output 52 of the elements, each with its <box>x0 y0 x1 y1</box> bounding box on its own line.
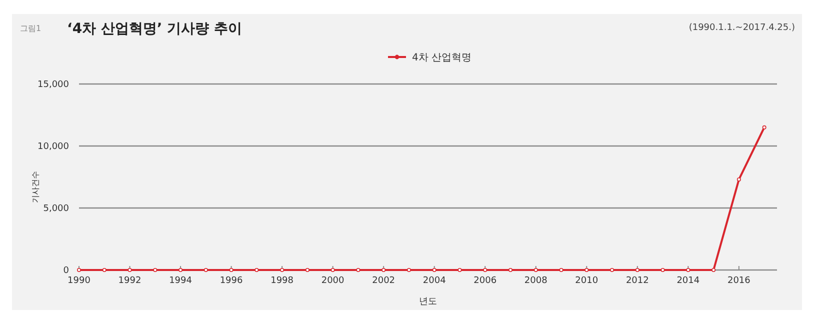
x-tick-label: 1994 <box>169 276 192 286</box>
point <box>229 268 234 272</box>
point <box>153 268 158 272</box>
point <box>534 268 538 272</box>
y-tick-label: 15,000 <box>38 80 70 90</box>
y-tick-label: 10,000 <box>38 142 70 152</box>
point <box>254 268 259 272</box>
x-tick-label: 2008 <box>524 276 548 286</box>
point <box>483 268 488 272</box>
x-tick-label: 1990 <box>68 276 91 286</box>
point <box>330 268 335 272</box>
point <box>686 268 690 272</box>
x-tick-label: 2010 <box>575 276 598 286</box>
y-axis-title: 기사건수 <box>31 171 40 203</box>
x-tick-label: 1996 <box>220 276 244 286</box>
y-tick-label: 5,000 <box>43 204 70 214</box>
point <box>610 268 614 272</box>
x-tick-label: 1992 <box>118 276 142 286</box>
point <box>280 268 284 272</box>
chart-title: ‘4차 산업혁명’ 기사량 추이 <box>67 21 242 37</box>
point <box>635 268 640 272</box>
point <box>356 268 360 272</box>
point <box>712 268 716 272</box>
point <box>406 268 411 272</box>
x-tick-label: 2004 <box>422 276 446 286</box>
point <box>508 268 512 272</box>
legend-label: 4차 산업혁명 <box>412 52 472 64</box>
point <box>382 268 386 272</box>
x-tick-label: 2014 <box>676 276 700 286</box>
x-tick-label: 2006 <box>474 276 497 286</box>
x-axis-title: 년도 <box>419 297 437 307</box>
point <box>178 268 183 272</box>
chart-subtitle: (1990.1.1.~2017.4.25.) <box>688 23 795 33</box>
x-tick-label: 2000 <box>321 276 345 286</box>
x-tick-label: 1998 <box>270 276 294 286</box>
point <box>559 268 564 272</box>
point <box>584 268 589 272</box>
point <box>660 268 665 272</box>
point <box>204 268 208 272</box>
x-tick-label: 2002 <box>372 276 396 286</box>
point <box>102 268 106 272</box>
point <box>305 268 310 272</box>
point <box>736 177 741 182</box>
point <box>77 268 81 272</box>
y-tick-label: 0 <box>63 266 70 276</box>
point <box>458 268 462 272</box>
point <box>432 268 436 272</box>
point <box>128 268 132 272</box>
x-tick-label: 2012 <box>626 276 649 286</box>
point <box>762 125 766 130</box>
x-tick-label: 2016 <box>727 276 751 286</box>
caption: 그림1 <box>20 24 42 33</box>
